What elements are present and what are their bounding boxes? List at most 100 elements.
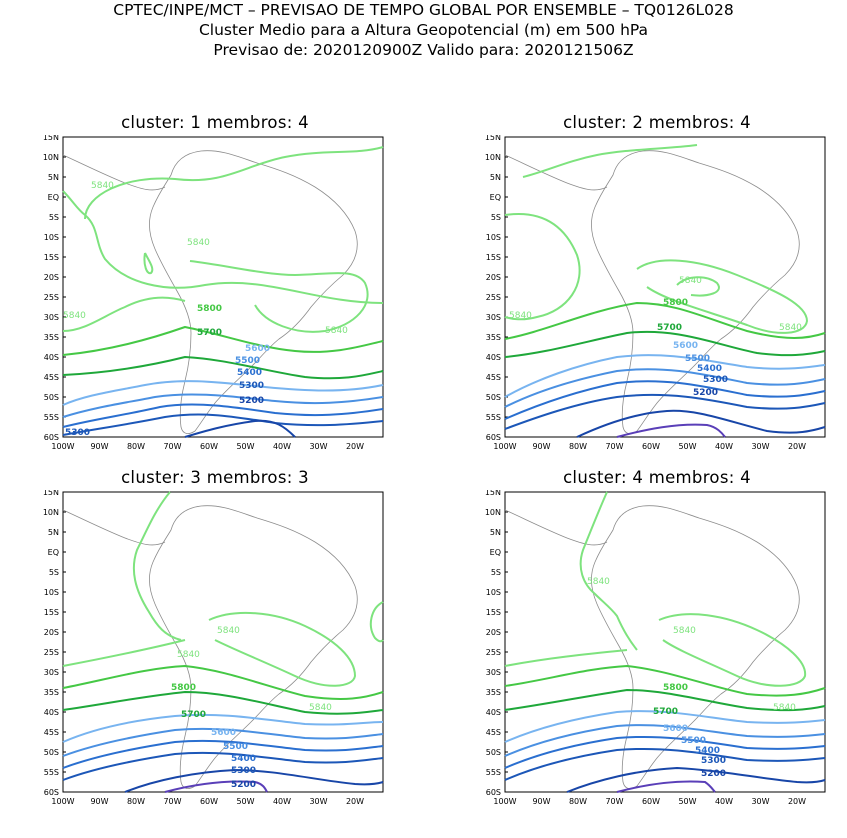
- header-line-2: Cluster Medio para a Altura Geopotencial…: [198, 21, 649, 39]
- lat-tick-label: 55S: [486, 768, 501, 777]
- lon-tick-label: 50W: [236, 442, 254, 451]
- contour-5300: [62, 751, 384, 781]
- lat-axis-labels: 15N 10N 5N EQ 5S 10S 15S 20S 25S 30S 35S 40S 45S 50S 5…: [485, 135, 508, 442]
- contour-5100: [164, 780, 268, 793]
- lat-tick-label: 15N: [485, 135, 501, 142]
- coastline-south-america: [62, 505, 358, 790]
- contour-5840-north: [522, 144, 698, 178]
- contour-label: 5300: [701, 756, 726, 766]
- contour-label: 5200: [701, 769, 726, 779]
- lat-tick-label: 45S: [44, 728, 59, 737]
- lon-tick-label: 80W: [127, 442, 145, 451]
- lat-tick-label: 15S: [44, 608, 59, 617]
- lat-tick-label: 20S: [486, 273, 501, 282]
- lon-tick-label: 50W: [678, 797, 696, 806]
- contour-label: 5400: [231, 754, 256, 764]
- contour-label: 5700: [197, 328, 222, 338]
- figure-header: CPTEC/INPE/MCT – PREVISAO DE TEMPO GLOBA…: [0, 0, 847, 60]
- contour-label: 5800: [663, 298, 688, 308]
- lon-tick-label: 90W: [90, 797, 108, 806]
- panel-title: cluster: 3 membros: 3: [121, 468, 309, 487]
- lat-tick-label: EQ: [48, 193, 59, 202]
- lon-tick-label: 100W: [51, 797, 74, 806]
- contour-5100: [616, 423, 726, 438]
- lat-tick-label: 30S: [486, 313, 501, 322]
- contour-5800: [504, 301, 826, 340]
- panel-title: cluster: 1 membros: 4: [121, 113, 309, 132]
- contour-5700: [504, 330, 826, 358]
- lon-tick-label: 100W: [51, 442, 74, 451]
- contour-5840-right: [369, 601, 384, 643]
- contour-5500: [504, 368, 826, 408]
- lon-tick-label: 100W: [493, 442, 516, 451]
- contour-label: 5800: [663, 683, 688, 693]
- contour-5200: [576, 409, 826, 438]
- lon-tick-label: 30W: [309, 442, 327, 451]
- lat-tick-label: 40S: [44, 708, 59, 717]
- lat-tick-label: 5S: [49, 213, 59, 222]
- map-panel-cluster-1: cluster: 1 membros: 4 15N 10N 5N EQ 5S 10S 15S…: [25, 113, 405, 483]
- contour-5700: [62, 355, 384, 380]
- contour-label: 5300: [703, 375, 728, 385]
- contour-5800: [62, 664, 384, 700]
- lat-tick-label: 55S: [486, 413, 501, 422]
- coastline-south-america: [504, 150, 800, 435]
- lat-tick-label: 45S: [44, 373, 59, 382]
- lon-tick-label: 30W: [751, 797, 769, 806]
- lat-axis-labels: 15N 10N 5N EQ 5S 10S 15S 20S 25S 30S 35S 40S 45S 50S 5…: [485, 490, 508, 797]
- coastline: [149, 505, 358, 790]
- lat-tick-label: 15N: [43, 135, 59, 142]
- lat-tick-label: 15N: [43, 490, 59, 497]
- contour-label: 5700: [181, 710, 206, 720]
- contour-5400: [62, 739, 384, 769]
- contour-label: 5840: [673, 626, 696, 636]
- contour-label: 5400: [697, 364, 722, 374]
- map-frame: [504, 491, 826, 793]
- lon-tick-label: 80W: [569, 797, 587, 806]
- contour-label: 5300: [65, 428, 90, 438]
- coastline: [62, 154, 166, 191]
- lon-tick-label: 50W: [236, 797, 254, 806]
- lat-tick-label: 35S: [44, 688, 59, 697]
- contour-5400: [504, 380, 826, 420]
- lon-tick-label: 90W: [532, 797, 550, 806]
- lat-tick-label: 20S: [486, 628, 501, 637]
- contour-label: 5840: [587, 577, 610, 587]
- lon-tick-label: 40W: [715, 442, 733, 451]
- contour-5800: [504, 664, 826, 697]
- panel-title: cluster: 4 membros: 4: [563, 468, 751, 487]
- lat-tick-label: 60S: [44, 433, 59, 442]
- contour-label: 5500: [681, 736, 706, 746]
- lat-tick-label: 5N: [490, 173, 501, 182]
- contour-label: 5840: [679, 276, 702, 286]
- contour-5840-east: [658, 613, 807, 687]
- contour-5700: [62, 690, 384, 715]
- lon-tick-label: 60W: [642, 442, 660, 451]
- contour-label: 5840: [63, 311, 86, 321]
- contour-5840-inner: [676, 276, 720, 297]
- lat-tick-label: 35S: [44, 333, 59, 342]
- map-panel-cluster-2: cluster: 2 membros: 4 15N 10N 5N EQ 5S 10S 15S…: [467, 113, 847, 483]
- lon-tick-label: 90W: [532, 442, 550, 451]
- contour-5840-west: [579, 491, 638, 651]
- contour-label: 5840: [779, 323, 802, 333]
- lon-tick-label: 20W: [346, 797, 364, 806]
- lat-tick-label: 10N: [43, 153, 59, 162]
- contour-label: 5800: [197, 304, 222, 314]
- lat-tick-label: 50S: [486, 748, 501, 757]
- lat-tick-label: 20S: [44, 273, 59, 282]
- contour-label: 5840: [187, 238, 210, 248]
- contour-5840-east: [636, 259, 809, 334]
- contour-label: 5600: [245, 344, 270, 354]
- lon-tick-label: 90W: [90, 442, 108, 451]
- contour-label: 5700: [657, 323, 682, 333]
- lon-tick-label: 70W: [163, 797, 181, 806]
- contour-5600: [504, 354, 826, 398]
- lat-tick-label: 50S: [44, 748, 59, 757]
- contour-5800: [62, 325, 384, 356]
- contour-5840-left: [62, 296, 186, 332]
- lat-tick-label: 5S: [49, 568, 59, 577]
- lon-axis-labels: 100W 90W 80W 70W 60W 50W 40W 30W 20W: [51, 442, 364, 451]
- contour-5400: [62, 403, 384, 428]
- header-line-3: Previsao de: 2020120900Z Valido para: 20…: [213, 41, 634, 59]
